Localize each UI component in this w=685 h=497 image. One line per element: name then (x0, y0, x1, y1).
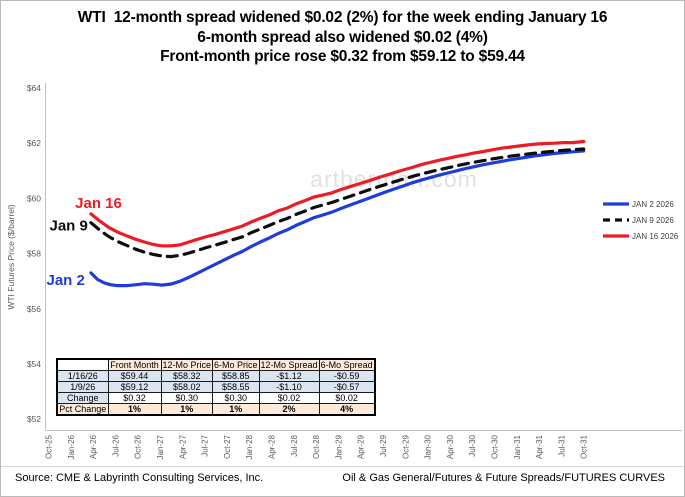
table-cell: 2% (258, 403, 320, 416)
table-cell: 1% (212, 403, 260, 416)
x-axis-tick: Apr-30 (446, 434, 455, 459)
footer-divider (1, 466, 684, 467)
y-axis-tick: $62 (27, 138, 41, 148)
y-axis-tick: $58 (27, 249, 41, 259)
title-line-3: Front-month price rose $0.32 from $59.12… (160, 48, 525, 65)
x-axis-tick: Apr-28 (268, 434, 277, 459)
table-row-label: Pct Change (56, 403, 109, 416)
y-axis-tick: $60 (27, 193, 41, 203)
x-axis-tick: Oct-30 (491, 434, 500, 459)
table-row-label: 1/16/26 (56, 370, 109, 382)
x-axis-tick: Jul-30 (468, 434, 477, 456)
x-axis-tick: Oct-29 (401, 434, 410, 459)
chart-line-jan-9-2026 (89, 147, 586, 259)
table-cell: -$1.10 (258, 381, 320, 393)
x-axis-tick: Jul-27 (201, 434, 210, 456)
table-header-cell: 12-Mo Spread (258, 358, 320, 371)
table-cell: $58.32 (160, 370, 214, 382)
x-axis-tick: Apr-31 (535, 434, 544, 459)
series-annotation-jan-16-2026: Jan 16 (75, 195, 122, 212)
table-cell: $0.30 (160, 392, 214, 404)
x-axis-tick: Jul-26 (111, 434, 120, 456)
table-cell: $58.02 (160, 381, 214, 393)
table-cell: -$1.12 (258, 370, 320, 382)
x-axis-tick: Jan-29 (334, 434, 343, 459)
x-axis-tick: Oct-26 (134, 434, 143, 459)
y-axis-tick: $56 (27, 304, 41, 314)
x-axis-tick: Jan-30 (424, 434, 433, 459)
title-line-2: 6-month spread also widened $0.02 (4%) (197, 28, 488, 46)
series-annotation-jan-2-2026: Jan 2 (47, 272, 85, 289)
table-row-label: 1/9/26 (56, 381, 109, 393)
chart-line-jan-16-2026 (89, 139, 586, 248)
table-cell: $59.44 (107, 370, 162, 382)
table-header-cell: 6-Mo Price (212, 358, 260, 371)
table-row: Change $0.32 $0.30 $0.30 $0.02 $0.02 (56, 392, 376, 404)
y-axis-tick: $54 (27, 359, 41, 369)
x-axis-tick: Apr-27 (178, 434, 187, 459)
table-cell: 1% (160, 403, 214, 416)
x-axis-tick: Oct-25 (45, 434, 54, 459)
table-cell: $0.30 (212, 392, 260, 404)
table-cell: $58.55 (212, 381, 260, 393)
table-header-row: Front Month 12-Mo Price 6-Mo Price 12-Mo Sp… (56, 358, 376, 371)
series-annotation-jan-9-2026: Jan 9 (50, 218, 88, 235)
summary-table-wrap: Front Month 12-Mo Price 6-Mo Price 12-Mo Sp… (56, 358, 376, 416)
table-cell: $59.12 (107, 381, 162, 393)
x-axis-tick: Jul-28 (290, 434, 299, 456)
legend-label-jan-9-2026: JAN 9 2026 (632, 216, 674, 225)
x-axis-tick: Apr-26 (89, 434, 98, 459)
x-axis-tick: Oct-31 (580, 434, 589, 459)
y-axis-tick: $64 (27, 83, 41, 93)
legend-label-jan-16-2026: JAN 16 2026 (632, 232, 679, 241)
table-header-cell: 6-Mo Spread (318, 358, 376, 371)
x-axis-tick: Apr-29 (357, 434, 366, 459)
category-path-text: Oil & Gas General/Futures & Future Sprea… (342, 472, 665, 484)
table-header-cell (56, 358, 109, 371)
table-cell: $0.02 (318, 392, 376, 404)
legend-label-jan-2-2026: JAN 2 2026 (632, 200, 674, 209)
x-axis-tick: Oct-27 (223, 434, 232, 459)
table-cell: $0.32 (107, 392, 162, 404)
table-cell: 1% (107, 403, 162, 416)
x-axis-tick: Jul-29 (379, 434, 388, 456)
x-axis-tick: Jan-28 (245, 434, 254, 459)
x-axis-tick: Jan-31 (513, 434, 522, 459)
futures-chart: $52 $54 $56 $58 $60 $62 $64 WTI Futures Price (… (6, 83, 682, 459)
x-axis-tick: Jul-31 (557, 434, 566, 456)
table-row: 1/9/26 $59.12 $58.02 $58.55 -$1.10 -$0.57 (56, 381, 376, 393)
table-row-label: Change (56, 392, 109, 404)
chart-title: WTI 12-month spread widened $0.02 (2%) f… (1, 8, 684, 67)
table-cell: $0.02 (258, 392, 320, 404)
summary-table: Front Month 12-Mo Price 6-Mo Price 12-Mo Sp… (56, 358, 376, 416)
table-cell: 4% (318, 403, 376, 416)
table-row: 1/16/26 $59.44 $58.32 $58.85 -$1.12 -$0.59 (56, 370, 376, 382)
chart-line-jan-2-2026 (89, 149, 586, 288)
table-cell: -$0.57 (318, 381, 376, 393)
x-axis-tick: Oct-28 (312, 434, 321, 459)
table-cell: -$0.59 (318, 370, 376, 382)
x-axis-tick: Jan-27 (156, 434, 165, 459)
title-line-1: WTI 12-month spread widened $0.02 (2%) f… (77, 9, 608, 26)
y-axis-tick: $52 (27, 414, 41, 424)
source-text: Source: CME & Labyrinth Consulting Servi… (15, 472, 264, 484)
x-axis-tick: Jan-26 (67, 434, 76, 459)
table-cell: $58.85 (212, 370, 260, 382)
table-header-cell: Front Month (107, 358, 162, 371)
y-axis-label: WTI Futures Price ($/barrel) (6, 204, 16, 309)
table-header-cell: 12-Mo Price (160, 358, 214, 371)
table-row: Pct Change 1% 1% 1% 2% 4% (56, 403, 376, 416)
